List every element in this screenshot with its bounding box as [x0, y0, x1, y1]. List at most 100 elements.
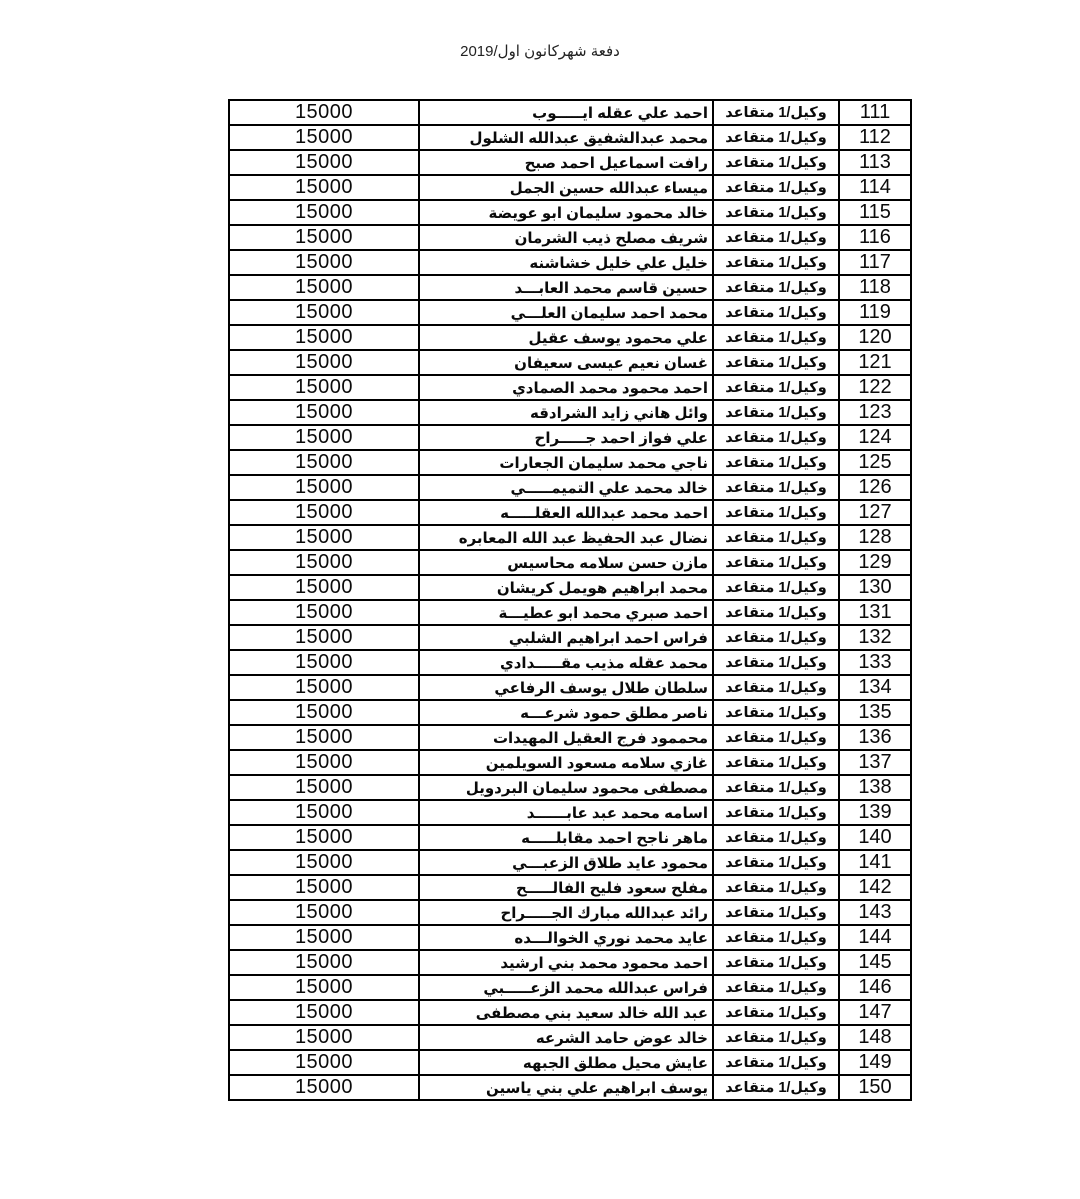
- table-row: 15000 رافت اسماعيل احمد صبح وكيل/1 متقاعد 1…: [228, 149, 912, 176]
- amount-cell: 15000: [228, 674, 420, 701]
- amount-cell: 15000: [228, 174, 420, 201]
- rank-cell: وكيل/1 متقاعد: [712, 399, 840, 426]
- table-row: 15000 غسان نعيم عيسى سعيفان وكيل/1 متقاعد 1…: [228, 349, 912, 376]
- rank-cell: وكيل/1 متقاعد: [712, 349, 840, 376]
- amount-cell: 15000: [228, 999, 420, 1026]
- name-cell: رافت اسماعيل احمد صبح: [418, 149, 714, 176]
- serial-cell: 115: [838, 199, 912, 226]
- amount-cell: 15000: [228, 249, 420, 276]
- table-row: 15000 ناصر مطلق حمود شرعـــه وكيل/1 متقاعد…: [228, 699, 912, 726]
- serial-cell: 114: [838, 174, 912, 201]
- serial-cell: 139: [838, 799, 912, 826]
- table-row: 15000 غازي سلامه مسعود السويلمين وكيل/1 مت…: [228, 749, 912, 776]
- name-cell: محمود عايد طلاق الزعبـــي: [418, 849, 714, 876]
- rank-cell: وكيل/1 متقاعد: [712, 1074, 840, 1101]
- name-cell: احمد محمد عبدالله العقلـــــه: [418, 499, 714, 526]
- serial-cell: 113: [838, 149, 912, 176]
- serial-cell: 121: [838, 349, 912, 376]
- pension-roster-table: 15000 احمد علي عقله ايـــــوب وكيل/1 متقاع…: [228, 99, 912, 1101]
- name-cell: احمد صبري محمد ابو عطيـــة: [418, 599, 714, 626]
- serial-cell: 147: [838, 999, 912, 1026]
- serial-cell: 123: [838, 399, 912, 426]
- name-cell: عايش محيل مطلق الجبهه: [418, 1049, 714, 1076]
- table-row: 15000 احمد محمود محمد الصمادي وكيل/1 متقاع…: [228, 374, 912, 401]
- rank-cell: وكيل/1 متقاعد: [712, 999, 840, 1026]
- serial-cell: 136: [838, 724, 912, 751]
- amount-cell: 15000: [228, 324, 420, 351]
- amount-cell: 15000: [228, 124, 420, 151]
- serial-cell: 145: [838, 949, 912, 976]
- name-cell: عايد محمد نوري الخوالـــده: [418, 924, 714, 951]
- amount-cell: 15000: [228, 99, 420, 126]
- name-cell: اسامه محمد عبد عابــــــد: [418, 799, 714, 826]
- serial-cell: 140: [838, 824, 912, 851]
- table-row: 15000 رائد عبدالله مبارك الجـــــراح وكيل/…: [228, 899, 912, 926]
- table-row: 15000 عايد محمد نوري الخوالـــده وكيل/1 مت…: [228, 924, 912, 951]
- table-row: 15000 علي فواز احمد جـــــراح وكيل/1 متقاع…: [228, 424, 912, 451]
- rank-cell: وكيل/1 متقاعد: [712, 849, 840, 876]
- name-cell: نضال عبد الحفيظ عبد الله المعابره: [418, 524, 714, 551]
- table-row: 15000 نضال عبد الحفيظ عبد الله المعابره وك…: [228, 524, 912, 551]
- name-cell: مازن حسن سلامه محاسيس: [418, 549, 714, 576]
- name-cell: مفلح سعود فليح الفالـــــح: [418, 874, 714, 901]
- amount-cell: 15000: [228, 1074, 420, 1101]
- name-cell: شريف مصلح ذيب الشرمان: [418, 224, 714, 251]
- amount-cell: 15000: [228, 874, 420, 901]
- name-cell: مصطفى محمود سليمان البردويل: [418, 774, 714, 801]
- rank-cell: وكيل/1 متقاعد: [712, 274, 840, 301]
- table-row: 15000 سلطان طلال يوسف الرفاعي وكيل/1 متقاع…: [228, 674, 912, 701]
- rank-cell: وكيل/1 متقاعد: [712, 724, 840, 751]
- amount-cell: 15000: [228, 824, 420, 851]
- rank-cell: وكيل/1 متقاعد: [712, 599, 840, 626]
- amount-cell: 15000: [228, 524, 420, 551]
- name-cell: خالد محمد علي التميمـــــي: [418, 474, 714, 501]
- rank-cell: وكيل/1 متقاعد: [712, 874, 840, 901]
- amount-cell: 15000: [228, 549, 420, 576]
- serial-cell: 116: [838, 224, 912, 251]
- amount-cell: 15000: [228, 1024, 420, 1051]
- rank-cell: وكيل/1 متقاعد: [712, 299, 840, 326]
- name-cell: وائل هاني زايد الشرادقه: [418, 399, 714, 426]
- rank-cell: وكيل/1 متقاعد: [712, 324, 840, 351]
- name-cell: علي فواز احمد جـــــراح: [418, 424, 714, 451]
- table-row: 15000 شريف مصلح ذيب الشرمان وكيل/1 متقاعد 1…: [228, 224, 912, 251]
- serial-cell: 150: [838, 1074, 912, 1101]
- table-row: 15000 فراس عبدالله محمد الزعـــــبي وكيل/1…: [228, 974, 912, 1001]
- amount-cell: 15000: [228, 799, 420, 826]
- name-cell: محممود فرج العقيل المهيدات: [418, 724, 714, 751]
- rank-cell: وكيل/1 متقاعد: [712, 499, 840, 526]
- serial-cell: 143: [838, 899, 912, 926]
- rank-cell: وكيل/1 متقاعد: [712, 749, 840, 776]
- rank-cell: وكيل/1 متقاعد: [712, 774, 840, 801]
- table-row: 15000 علي محمود يوسف عقيل وكيل/1 متقاعد 120: [228, 324, 912, 351]
- rank-cell: وكيل/1 متقاعد: [712, 249, 840, 276]
- table-row: 15000 محمد عبدالشفيق عبدالله الشلول وكيل/1…: [228, 124, 912, 151]
- name-cell: محمد عبدالشفيق عبدالله الشلول: [418, 124, 714, 151]
- amount-cell: 15000: [228, 499, 420, 526]
- name-cell: رائد عبدالله مبارك الجـــــراح: [418, 899, 714, 926]
- serial-cell: 133: [838, 649, 912, 676]
- rank-cell: وكيل/1 متقاعد: [712, 474, 840, 501]
- amount-cell: 15000: [228, 349, 420, 376]
- table-row: 15000 خالد عوض حامد الشرعه وكيل/1 متقاعد 14…: [228, 1024, 912, 1051]
- table-row: 15000 مصطفى محمود سليمان البردويل وكيل/1 م…: [228, 774, 912, 801]
- table-row: 15000 وائل هاني زايد الشرادقه وكيل/1 متقاع…: [228, 399, 912, 426]
- rank-cell: وكيل/1 متقاعد: [712, 924, 840, 951]
- amount-cell: 15000: [228, 574, 420, 601]
- name-cell: فراس عبدالله محمد الزعـــــبي: [418, 974, 714, 1001]
- name-cell: سلطان طلال يوسف الرفاعي: [418, 674, 714, 701]
- serial-cell: 134: [838, 674, 912, 701]
- amount-cell: 15000: [228, 599, 420, 626]
- table-row: 15000 عايش محيل مطلق الجبهه وكيل/1 متقاعد 1…: [228, 1049, 912, 1076]
- rank-cell: وكيل/1 متقاعد: [712, 549, 840, 576]
- amount-cell: 15000: [228, 149, 420, 176]
- name-cell: غازي سلامه مسعود السويلمين: [418, 749, 714, 776]
- amount-cell: 15000: [228, 849, 420, 876]
- rank-cell: وكيل/1 متقاعد: [712, 174, 840, 201]
- rank-cell: وكيل/1 متقاعد: [712, 374, 840, 401]
- name-cell: محمد ابراهيم هويمل كريشان: [418, 574, 714, 601]
- table-row: 15000 عبد الله خالد سعيد بني مصطفى وكيل/1 …: [228, 999, 912, 1026]
- name-cell: غسان نعيم عيسى سعيفان: [418, 349, 714, 376]
- table-row: 15000 ناجي محمد سليمان الجعارات وكيل/1 متق…: [228, 449, 912, 476]
- serial-cell: 142: [838, 874, 912, 901]
